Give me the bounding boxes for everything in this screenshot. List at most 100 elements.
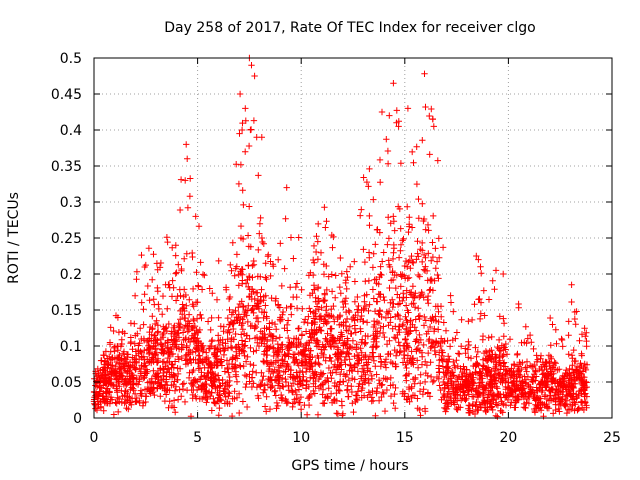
roti-point — [489, 392, 496, 400]
roti-point — [480, 287, 487, 294]
roti-point — [163, 327, 171, 335]
roti-point — [315, 220, 322, 228]
roti-point — [373, 343, 381, 350]
roti-point — [386, 284, 393, 292]
roti-point — [442, 327, 450, 334]
roti-point — [270, 333, 277, 340]
roti-point — [544, 378, 552, 386]
roti-point — [310, 256, 317, 264]
roti-point — [415, 271, 422, 279]
roti-point — [172, 383, 180, 390]
roti-point — [465, 405, 472, 412]
roti-point — [490, 372, 497, 380]
roti-point — [159, 365, 167, 372]
roti-point — [98, 384, 105, 391]
roti-point — [174, 353, 182, 360]
roti-point — [154, 322, 162, 329]
roti-point — [106, 368, 113, 375]
roti-point — [157, 393, 164, 400]
roti-point — [253, 347, 260, 354]
roti-point — [270, 369, 277, 377]
roti-point — [437, 386, 444, 394]
roti-point — [329, 334, 336, 341]
roti-point — [523, 395, 531, 403]
roti-point — [218, 362, 226, 369]
roti-point — [554, 366, 561, 374]
roti-point — [215, 394, 222, 401]
roti-point — [393, 272, 400, 279]
roti-point — [401, 347, 408, 355]
roti-point — [196, 311, 204, 319]
roti-point — [565, 318, 572, 325]
roti-point — [542, 358, 549, 366]
roti-point — [251, 72, 258, 80]
roti-point — [287, 284, 294, 291]
roti-point — [347, 362, 355, 369]
roti-point — [361, 305, 368, 312]
roti-point — [279, 382, 286, 390]
roti-point — [190, 303, 197, 310]
roti-point — [550, 361, 557, 369]
roti-point — [496, 357, 504, 364]
roti-point — [482, 355, 489, 362]
roti-point — [467, 355, 475, 362]
roti-point — [576, 375, 584, 382]
roti-point — [494, 385, 501, 392]
roti-point — [215, 314, 222, 321]
roti-point — [231, 388, 238, 395]
roti-point — [481, 312, 488, 319]
roti-point — [563, 391, 570, 399]
roti-point — [150, 367, 157, 374]
roti-point — [290, 359, 298, 366]
roti-point — [386, 112, 393, 119]
roti-point — [468, 316, 476, 324]
roti-point — [248, 322, 256, 329]
roti-point — [333, 410, 340, 417]
roti-point — [321, 204, 328, 211]
roti-point — [383, 341, 391, 348]
roti-point — [456, 373, 463, 380]
roti-point — [209, 336, 216, 344]
roti-point — [192, 356, 199, 364]
roti-point — [258, 286, 265, 293]
roti-point — [263, 408, 270, 415]
roti-point — [331, 396, 338, 403]
roti-point — [173, 338, 180, 345]
roti-point — [577, 367, 584, 375]
roti-point — [515, 304, 522, 311]
roti-point — [108, 365, 115, 372]
roti-point — [296, 373, 303, 380]
roti-point — [387, 299, 394, 306]
roti-point — [260, 297, 267, 304]
roti-point — [276, 376, 283, 383]
roti-point — [453, 357, 460, 364]
roti-point — [283, 304, 290, 312]
roti-point — [347, 263, 354, 270]
roti-point — [232, 330, 239, 338]
roti-point — [161, 397, 169, 405]
roti-point — [231, 272, 238, 279]
roti-point — [256, 335, 264, 342]
roti-point — [239, 119, 246, 127]
roti-point — [547, 365, 554, 372]
roti-point — [574, 405, 582, 413]
roti-point — [450, 308, 457, 315]
roti-point — [434, 303, 442, 310]
roti-point — [173, 269, 180, 276]
roti-point — [409, 283, 417, 290]
roti-point — [245, 302, 252, 309]
roti-point — [365, 380, 373, 387]
roti-point — [565, 351, 572, 358]
roti-point — [547, 314, 554, 322]
roti-point — [549, 321, 556, 328]
roti-point — [154, 337, 161, 344]
roti-point — [360, 246, 367, 253]
roti-point — [410, 159, 417, 166]
roti-point — [404, 396, 411, 403]
roti-point — [583, 404, 590, 411]
roti-point — [450, 358, 457, 366]
roti-point — [583, 329, 590, 336]
roti-point — [429, 239, 436, 246]
roti-point — [129, 346, 136, 353]
roti-point — [354, 293, 361, 301]
